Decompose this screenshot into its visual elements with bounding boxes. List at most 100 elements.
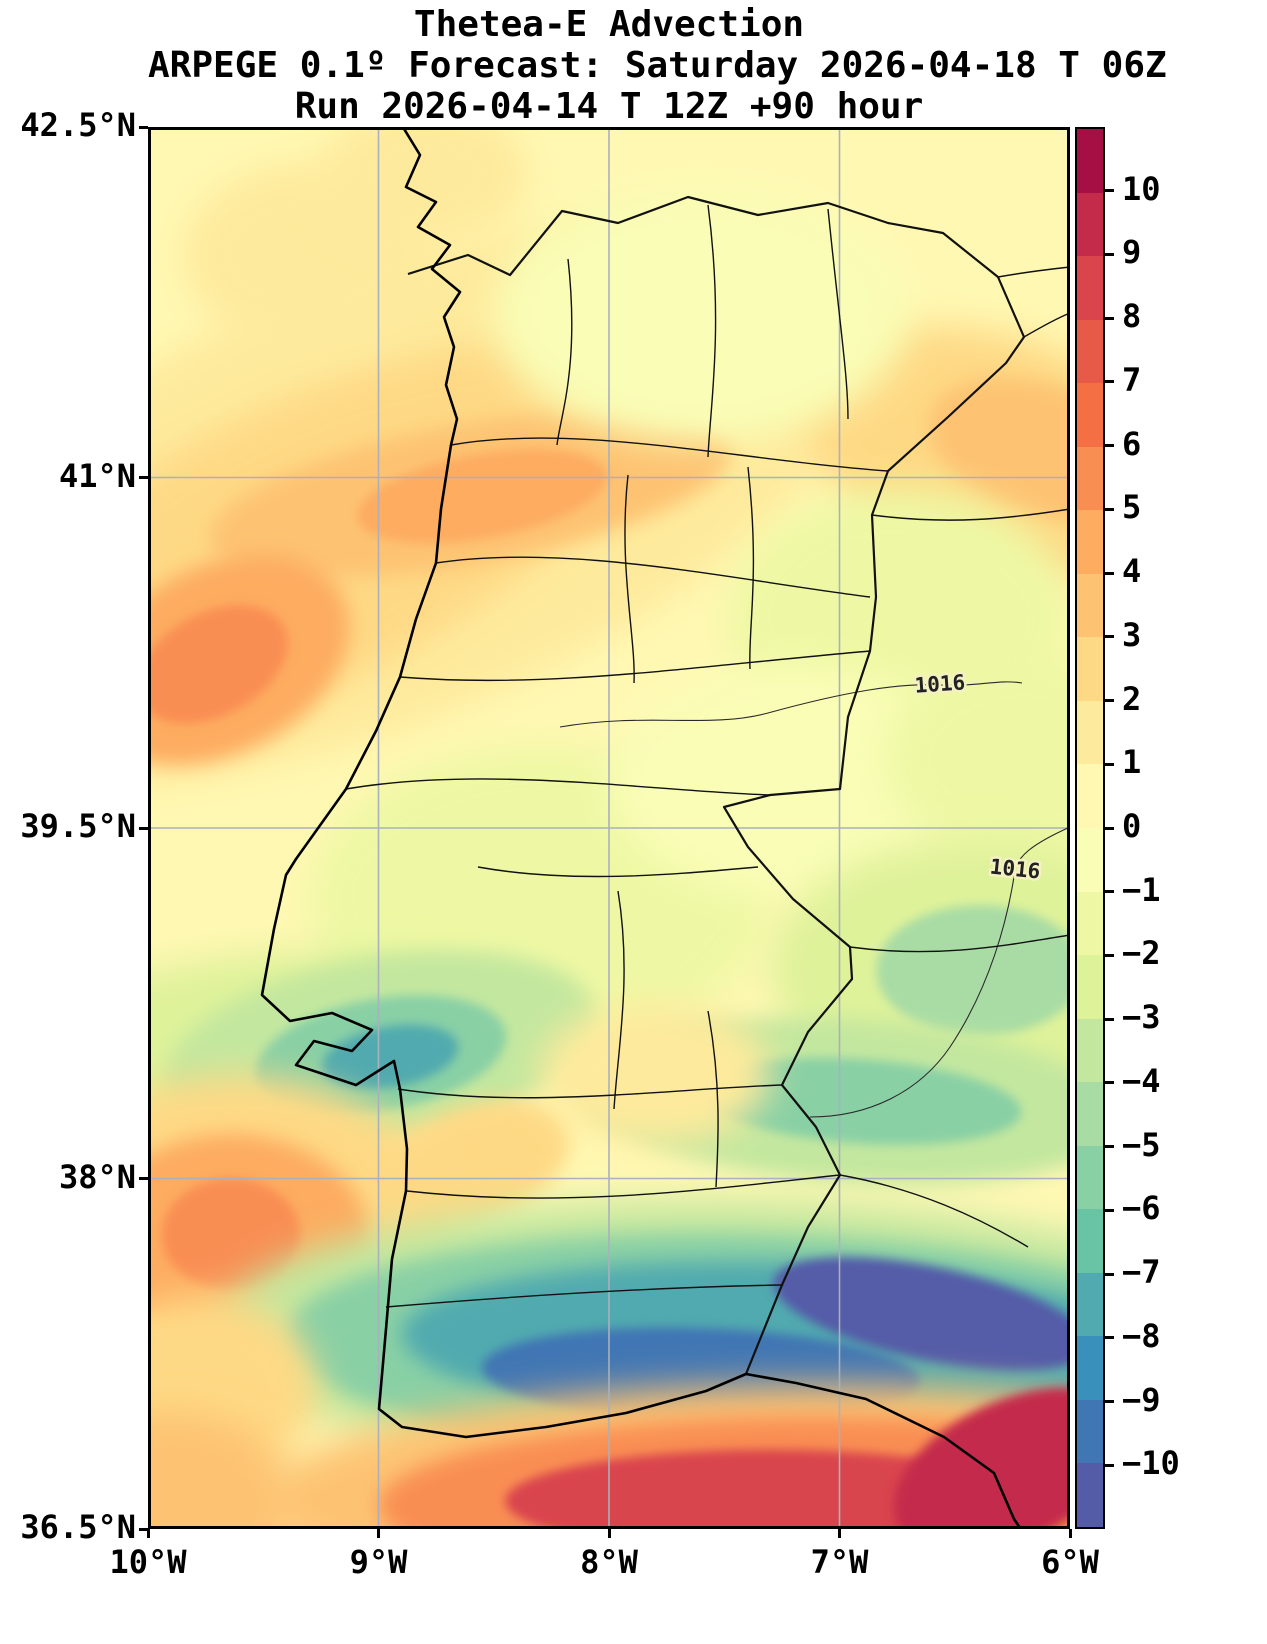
colorbar-segment xyxy=(1077,828,1103,892)
colorbar-segment xyxy=(1077,1399,1103,1464)
y-axis-tick xyxy=(139,1527,148,1531)
isobar-line xyxy=(809,826,1070,1118)
colorbar-segment xyxy=(1077,446,1103,511)
colorbar-tick-label: 9 xyxy=(1122,233,1142,272)
y-axis-tick-label: 42.5°N xyxy=(20,106,136,144)
title-block: Thetea-E Advection ARPEGE 0.1º Forecast:… xyxy=(148,4,1167,127)
x-axis-tick xyxy=(377,1529,380,1538)
isobar-label: 1016 xyxy=(989,854,1042,883)
colorbar-tick-label: −9 xyxy=(1122,1380,1161,1419)
advection-blob xyxy=(148,1412,298,1529)
coastline xyxy=(260,127,1023,1529)
colorbar-segment xyxy=(1077,1272,1103,1337)
colorbar-tick-label: 8 xyxy=(1122,297,1142,336)
colorbar-tick xyxy=(1105,1081,1114,1085)
x-axis-tick xyxy=(607,1529,611,1538)
colorbar-tick xyxy=(1105,1336,1114,1340)
district-boundary xyxy=(827,208,849,420)
district-boundary xyxy=(345,778,771,796)
y-axis-tick-label: 36.5°N xyxy=(20,1508,136,1546)
colorbar-segment xyxy=(1077,955,1103,1019)
y-axis-tick xyxy=(139,125,148,129)
colorbar-segment xyxy=(1077,256,1103,320)
colorbar-segment xyxy=(1077,700,1103,765)
colorbar-segment xyxy=(1077,192,1103,257)
colorbar-tick xyxy=(1105,571,1114,575)
colorbar-tick-label: 5 xyxy=(1122,488,1142,527)
x-axis-tick xyxy=(1068,1529,1072,1538)
colorbar-tick xyxy=(1105,252,1114,256)
colorbar-segment xyxy=(1077,1018,1103,1083)
x-axis-tick-label: 10°W xyxy=(109,1543,187,1581)
advection-blob xyxy=(321,1024,459,1090)
colorbar-tick-label: 4 xyxy=(1122,552,1142,591)
advection-blob xyxy=(893,1387,1070,1529)
y-axis-tick-label: 39.5°N xyxy=(20,807,136,845)
colorbar-tick-label: −8 xyxy=(1122,1316,1161,1355)
colorbar-tick-label: −2 xyxy=(1122,934,1161,973)
colorbar-tick xyxy=(1105,1272,1114,1276)
advection-blob xyxy=(609,664,978,899)
advection-blob xyxy=(885,652,1070,863)
colorbar-segment xyxy=(1077,129,1103,193)
colorbar-segment xyxy=(1077,1336,1103,1400)
x-axis-tick xyxy=(146,1529,150,1538)
advection-blob xyxy=(148,605,288,724)
advection-blob xyxy=(928,377,1070,522)
district-boundary xyxy=(397,1084,783,1099)
colorbar-segment xyxy=(1077,891,1103,956)
colorbar-tick xyxy=(1105,953,1114,957)
colorbar-segment xyxy=(1077,1209,1103,1273)
country-border xyxy=(407,195,1026,1375)
colorbar-tick xyxy=(1105,699,1114,703)
colorbar-tick-label: 1 xyxy=(1122,743,1142,782)
district-boundary xyxy=(613,890,625,1110)
colorbar-tick-label: −10 xyxy=(1122,1444,1180,1483)
colorbar-tick xyxy=(1105,762,1114,766)
colorbar-segment xyxy=(1077,510,1103,574)
district-boundary xyxy=(399,650,871,682)
x-axis-tick-label: 9°W xyxy=(349,1543,408,1581)
colorbar-tick xyxy=(1105,1145,1114,1149)
colorbar-tick-label: 7 xyxy=(1122,360,1142,399)
colorbar-segment xyxy=(1077,637,1103,701)
district-boundary xyxy=(435,556,871,598)
advection-blob xyxy=(773,1257,1070,1371)
map-plot-area: 1016 1016 xyxy=(148,127,1070,1529)
plot-frame xyxy=(148,127,1070,1529)
district-boundary xyxy=(849,934,1070,953)
colorbar-tick xyxy=(1105,507,1114,511)
district-boundary xyxy=(406,1174,841,1199)
advection-blob xyxy=(876,905,1070,1036)
advection-blob xyxy=(699,1057,1022,1145)
chart-subtitle-run: Run 2026-04-14 T 12Z +90 hour xyxy=(294,86,924,127)
x-axis-tick-label: 7°W xyxy=(810,1543,869,1581)
district-boundary xyxy=(707,1010,719,1188)
colorbar-tick-label: −3 xyxy=(1122,998,1161,1037)
advection-blob xyxy=(493,185,909,443)
district-boundary xyxy=(477,866,759,878)
district-boundary xyxy=(556,258,573,446)
district-boundary xyxy=(707,204,717,458)
y-axis-tick xyxy=(139,1177,148,1180)
y-axis-tick-label: 41°N xyxy=(58,456,136,495)
colorbar-tick xyxy=(1105,890,1114,894)
colorbar-tick xyxy=(1105,444,1114,448)
colorbar-segment xyxy=(1077,764,1103,829)
colorbar-tick xyxy=(1105,826,1114,830)
district-boundary xyxy=(624,474,635,684)
advection-map: 1016 1016 xyxy=(148,127,1070,1529)
isobar-line xyxy=(559,681,1023,728)
colorbar-tick-label: 10 xyxy=(1122,169,1161,208)
x-axis-tick xyxy=(838,1529,841,1538)
colorbar-tick-label: 6 xyxy=(1122,424,1142,463)
y-axis-tick xyxy=(139,476,148,479)
colorbar-tick xyxy=(1105,1463,1114,1467)
district-boundary xyxy=(747,466,755,670)
colorbar-tick xyxy=(1105,1017,1114,1021)
chart-title: Thetea-E Advection xyxy=(413,4,805,45)
colorbar-tick xyxy=(1105,189,1114,193)
chart-subtitle-forecast: ARPEGE 0.1º Forecast: Saturday 2026-04-1… xyxy=(148,45,1167,86)
advection-blob xyxy=(161,1178,301,1291)
